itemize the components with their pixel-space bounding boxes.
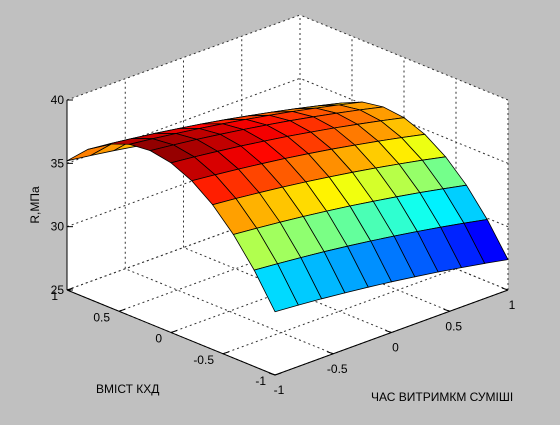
x-tick-mark: [327, 351, 334, 355]
z-tick-label: 35: [51, 156, 65, 170]
y-tick-mark: [222, 351, 230, 355]
y-tick-mark: [66, 287, 74, 291]
y-tick-mark: [170, 330, 178, 333]
surface-layer: [66, 101, 509, 313]
y-tick-label: -1: [255, 374, 266, 388]
x-tick-mark: [268, 372, 276, 376]
z-axis-label: R,МПа: [28, 186, 42, 224]
tick-labels: 25 30 35 40 -1 -0.5 0 0.5 1 -1 -0.5 0 0.5 1: [51, 93, 516, 397]
x-tick-label: -0.5: [327, 362, 348, 376]
grid-line-floor-y: [222, 268, 457, 355]
y-tick-label: 0: [155, 332, 162, 346]
x-tick-label: 1: [509, 298, 516, 312]
x-tick-label: -1: [274, 383, 285, 397]
y-tick-mark: [274, 372, 282, 376]
z-tick-label: 25: [51, 283, 65, 297]
y-tick-label: 0.5: [93, 310, 110, 324]
y-tick-label: 1: [51, 289, 58, 303]
y-tick-mark: [118, 308, 126, 312]
z-tick-label: 30: [51, 220, 65, 234]
x-tick-mark: [501, 287, 509, 291]
x-tick-label: 0: [392, 341, 399, 355]
y-axis-label: ВМІСТ КХД: [96, 382, 159, 396]
x-tick-mark: [443, 308, 450, 312]
grid-line-back-z: [66, 14, 301, 101]
x-tick-mark: [385, 330, 392, 333]
x-tick-label: 0.5: [445, 319, 462, 333]
surface-patch: [253, 263, 299, 313]
z-tick-label: 40: [51, 93, 65, 107]
y-tick-label: -0.5: [193, 353, 214, 367]
x-axis-label: ЧАС ВИТРИМКМ СУМІШІ: [371, 390, 513, 404]
